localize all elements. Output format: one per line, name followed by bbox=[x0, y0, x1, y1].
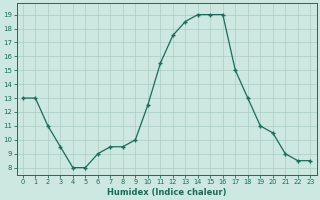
X-axis label: Humidex (Indice chaleur): Humidex (Indice chaleur) bbox=[107, 188, 226, 197]
